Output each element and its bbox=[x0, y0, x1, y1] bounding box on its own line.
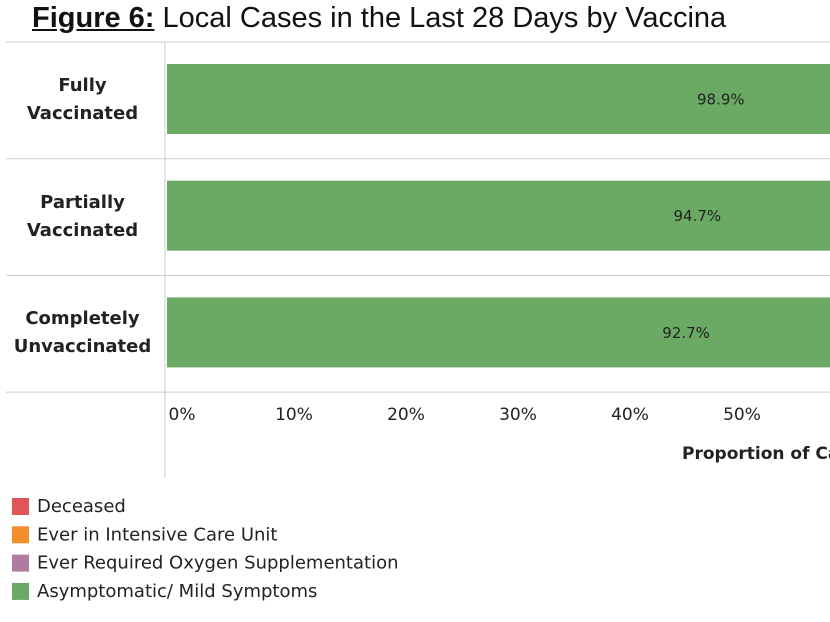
bar bbox=[167, 297, 830, 368]
legend-label: Deceased bbox=[37, 496, 126, 517]
title: Figure 6: Local Cases in the Last 28 Day… bbox=[32, 2, 726, 35]
x-tick-label: 0% bbox=[169, 405, 196, 425]
value-label: 92.7% bbox=[662, 324, 710, 342]
x-tick-label: 20% bbox=[387, 405, 425, 425]
legend-swatch bbox=[12, 554, 29, 572]
category-label-box: Partially Vaccinated bbox=[0, 159, 165, 275]
legend-label: Ever in Intensive Care Unit bbox=[37, 524, 277, 545]
x-axis-label: Proportion of Ca bbox=[682, 444, 830, 464]
x-tick-label: 50% bbox=[723, 405, 761, 425]
x-tick-label: 10% bbox=[275, 405, 313, 425]
category-label: Fully Vaccinated bbox=[26, 75, 139, 124]
category-label: Partially Vaccinated bbox=[26, 191, 139, 241]
category-label-box: Completely Unvaccinated bbox=[0, 275, 165, 391]
legend-label: Asymptomatic/ Mild Symptoms bbox=[37, 581, 317, 602]
title-text: Local Cases in the Last 28 Days by Vacci… bbox=[162, 2, 727, 34]
bar bbox=[167, 180, 830, 251]
legend-label: Ever Required Oxygen Supplementation bbox=[37, 553, 399, 574]
legend-swatch bbox=[12, 498, 29, 515]
value-label: 94.7% bbox=[673, 207, 721, 225]
x-tick-label: 40% bbox=[611, 405, 649, 425]
category-label-box: Fully Vaccinated bbox=[0, 42, 165, 158]
value-label: 98.9% bbox=[697, 91, 745, 109]
legend-swatch bbox=[12, 526, 29, 544]
bar bbox=[167, 64, 830, 134]
category-label: Completely Unvaccinated bbox=[13, 308, 152, 358]
legend-swatch bbox=[12, 582, 29, 600]
x-tick-label: 30% bbox=[499, 405, 537, 425]
title-prefix: Figure 6: bbox=[32, 2, 155, 34]
